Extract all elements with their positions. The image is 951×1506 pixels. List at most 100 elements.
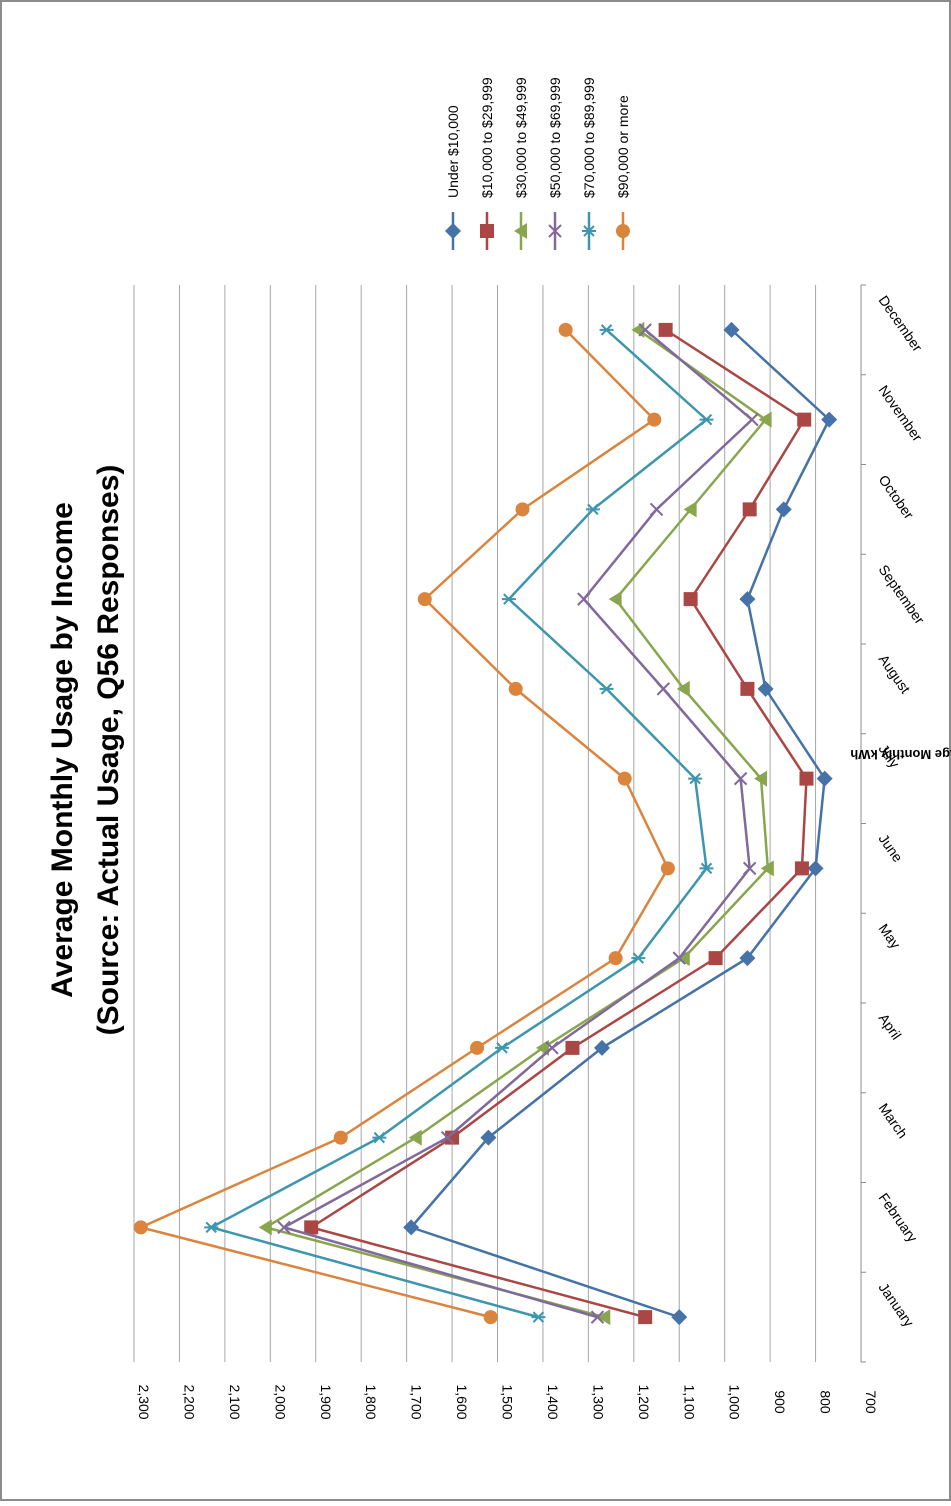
data-point-50-000-to-69-999-february [277, 1220, 291, 1235]
data-point-10-000-to-29-999-february [304, 1220, 319, 1235]
data-point-70-000-to-89-999-october [585, 503, 600, 516]
data-point-30-000-to-49-999-november [758, 411, 772, 428]
data-point-30-000-to-49-999-july [754, 770, 768, 787]
y-tick-label-800: 800 [818, 1390, 834, 1414]
legend-marker-90-000-or-more [616, 224, 630, 238]
legend-marker-30-000-to-49-999 [514, 223, 527, 239]
legend-item-10-000-to-29-999: $10,000 to $29,999 [479, 77, 495, 250]
y-tick-label-2300: 2,300 [136, 1384, 152, 1419]
y-tick-label-700: 700 [863, 1390, 879, 1414]
data-point-10-000-to-29-999-march [445, 1130, 460, 1145]
data-point-50-000-to-69-999-march [440, 1130, 455, 1145]
legend-label-50-000-to-69-999: $50,000 to $69,999 [547, 77, 563, 198]
series-line-70-000-to-89-999 [209, 328, 708, 1319]
series-under-10-000 [403, 321, 838, 1326]
data-point-10-000-to-29-999-may [708, 951, 723, 966]
y-tick-label-1000: 1,000 [727, 1384, 743, 1419]
data-point-under-10-000-may [739, 950, 756, 967]
legend-label-10-000-to-29-999: $10,000 to $29,999 [479, 77, 495, 198]
legend-label-90-000-or-more: $90,000 or more [615, 95, 631, 198]
data-point-90-000-or-more-october [515, 502, 530, 517]
data-point-70-000-to-89-999-june [699, 862, 714, 875]
data-point-30-000-to-49-999-february [258, 1219, 272, 1236]
legend-marker-under-10-000 [445, 223, 461, 239]
y-tick-label-1900: 1,900 [318, 1384, 334, 1419]
y-axis-label: Average Monthly kWh [850, 747, 951, 762]
data-point-10-000-to-29-999-august [740, 681, 755, 696]
y-axis-ticks: 700 800 900 1,000 1,100 1,200 1,300 1,400 1,500 1… [136, 1384, 879, 1419]
data-point-70-000-to-89-999-march [372, 1131, 387, 1144]
legend-marker-70-000-to-89-999 [582, 225, 596, 237]
data-point-70-000-to-89-999-february [204, 1221, 219, 1234]
data-point-50-000-to-69-999-november [745, 412, 759, 427]
data-point-50-000-to-69-999-august [656, 682, 671, 696]
data-point-under-10-000-october [775, 501, 792, 518]
data-point-30-000-to-49-999-june [760, 860, 774, 877]
series-line-50-000-to-69-999 [282, 328, 754, 1319]
y-tick-label-1200: 1,200 [636, 1384, 652, 1419]
data-point-90-000-or-more-may [608, 951, 623, 966]
y-tick-label-1800: 1,800 [363, 1384, 379, 1419]
data-point-50-000-to-69-999-july [733, 771, 748, 786]
data-point-70-000-to-89-999-january [531, 1311, 546, 1323]
data-point-10-000-to-29-999-november [797, 412, 812, 427]
series-10-000-to-29-999 [304, 322, 814, 1325]
y-tick-label-900: 900 [772, 1390, 788, 1414]
data-point-30-000-to-49-999-january [597, 1309, 611, 1326]
data-point-50-000-to-69-999-may [672, 951, 686, 965]
data-point-under-10-000-september [739, 591, 756, 608]
series-line-10-000-to-29-999 [309, 328, 808, 1319]
data-point-50-000-to-69-999-october [649, 502, 664, 517]
y-tick-label-2000: 2,000 [272, 1384, 288, 1419]
data-point-30-000-to-49-999-september [608, 591, 622, 608]
data-point-under-10-000-june [807, 860, 824, 877]
data-point-30-000-to-49-999-may [676, 950, 690, 967]
data-point-10-000-to-29-999-june [794, 861, 809, 876]
data-point-70-000-to-89-999-july [688, 772, 703, 785]
data-point-70-000-to-89-999-november [699, 413, 714, 426]
series-50-000-to-69-999 [277, 323, 759, 1324]
y-tick-label-1600: 1,600 [454, 1384, 470, 1419]
data-point-90-000-or-more-april [470, 1040, 485, 1055]
data-point-70-000-to-89-999-april [495, 1042, 510, 1054]
data-point-70-000-to-89-999-september [501, 593, 516, 605]
legend-item-90-000-or-more: $90,000 or more [615, 95, 631, 250]
series-90-000-or-more [133, 322, 675, 1325]
data-point-50-000-to-69-999-september [577, 592, 591, 606]
data-point-50-000-to-69-999-january [590, 1310, 605, 1324]
chart-title: Average Monthly Usage by Income (Source:… [46, 465, 125, 1036]
data-point-under-10-000-july [816, 770, 833, 787]
data-point-under-10-000-december [723, 321, 740, 338]
y-tick-label-2100: 2,100 [227, 1384, 243, 1419]
chart-title-line2: (Source: Actual Usage, Q56 Responses) [92, 465, 125, 1036]
data-point-under-10-000-august [757, 680, 774, 697]
data-point-90-000-or-more-december [558, 322, 573, 337]
data-point-90-000-or-more-february [133, 1220, 148, 1235]
data-point-10-000-to-29-999-september [683, 592, 698, 607]
data-point-90-000-or-more-january [483, 1310, 498, 1325]
legend-item-30-000-to-49-999: $30,000 to $49,999 [513, 77, 529, 250]
data-point-90-000-or-more-march [333, 1130, 348, 1145]
data-point-under-10-000-april [594, 1039, 611, 1056]
y-tick-label-2200: 2,200 [181, 1384, 197, 1419]
data-point-30-000-to-49-999-october [683, 501, 697, 518]
data-point-50-000-to-69-999-june [742, 861, 757, 876]
data-point-90-000-or-more-june [660, 861, 675, 876]
data-point-90-000-or-more-july [617, 771, 632, 786]
legend-label-30-000-to-49-999: $30,000 to $49,999 [513, 77, 529, 198]
data-point-10-000-to-29-999-april [565, 1040, 580, 1055]
y-tick-label-1100: 1,100 [681, 1384, 697, 1419]
data-point-30-000-to-49-999-march [408, 1129, 422, 1146]
y-tick-label-1400: 1,400 [545, 1384, 561, 1419]
series-group [133, 321, 838, 1326]
data-point-under-10-000-february [403, 1219, 420, 1236]
legend-item-50-000-to-69-999: $50,000 to $69,999 [547, 77, 563, 250]
legend-marker-10-000-to-29-999 [480, 224, 494, 238]
data-point-90-000-or-more-september [417, 592, 432, 607]
series-line-90-000-or-more [139, 328, 670, 1319]
data-point-10-000-to-29-999-january [638, 1310, 653, 1325]
data-point-30-000-to-49-999-august [676, 680, 690, 697]
